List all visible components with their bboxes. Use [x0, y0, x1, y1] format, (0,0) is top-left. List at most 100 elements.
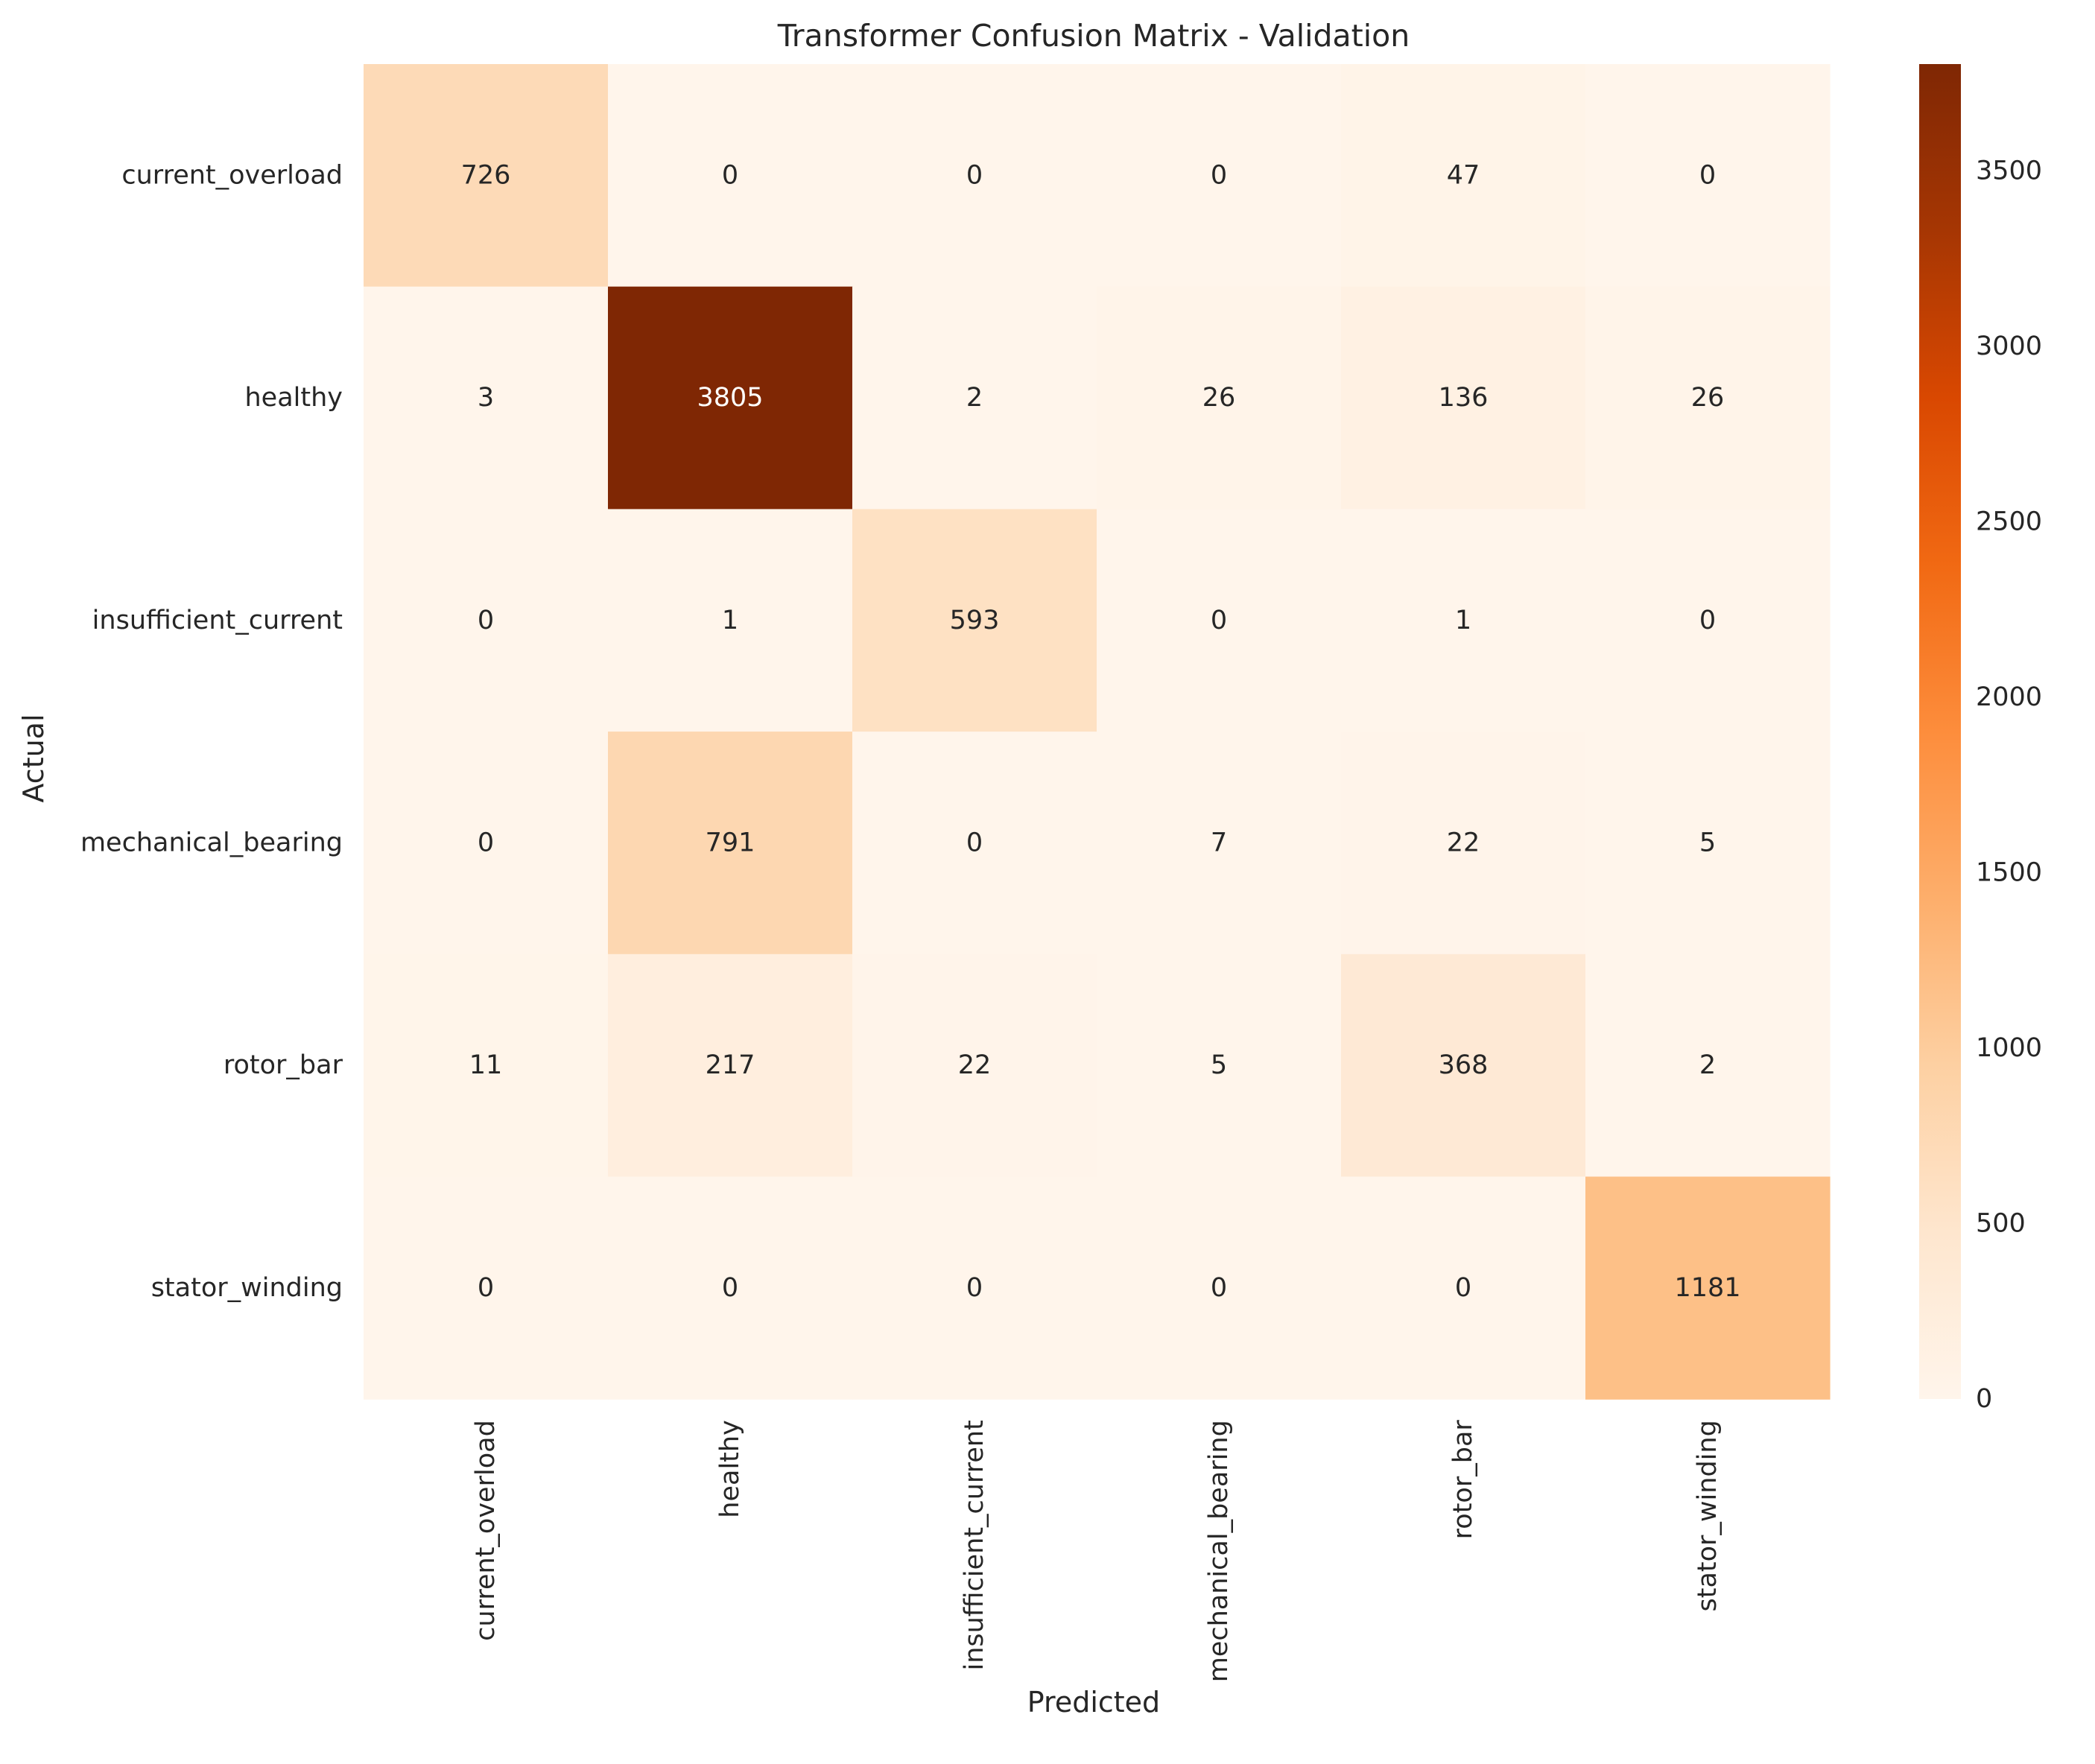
- cell-value-label: 3805: [697, 383, 763, 413]
- heatmap-cell: [852, 732, 1097, 955]
- cell-value-label: 726: [461, 160, 511, 190]
- cell-value-label: 0: [966, 1273, 983, 1303]
- heatmap-cell: [852, 509, 1097, 732]
- cell-value-label: 1181: [1674, 1273, 1740, 1303]
- colorbar-tick-label: 1500: [1976, 858, 2042, 888]
- y-tick-label: mechanical_bearing: [80, 828, 343, 857]
- x-tick-label: stator_winding: [1693, 1420, 1722, 1611]
- cell-value-label: 593: [950, 606, 1000, 635]
- heatmap-cell: [364, 1176, 609, 1400]
- heatmap-cell: [1585, 64, 1831, 288]
- heatmap-cell: [1341, 64, 1586, 288]
- cell-value-label: 0: [478, 828, 494, 857]
- x-tick-label: insufficient_current: [960, 1420, 989, 1670]
- y-tick-label: insufficient_current: [92, 606, 343, 635]
- colorbar-tick-label: 1000: [1976, 1033, 2042, 1063]
- cell-value-label: 0: [966, 828, 983, 857]
- cell-value-label: 0: [1211, 606, 1227, 635]
- heatmap-cell: [364, 509, 609, 732]
- heatmap-cell: [608, 286, 853, 510]
- chart-title: Transformer Confusion Matrix - Validatio…: [777, 18, 1410, 54]
- cell-value-label: 0: [1455, 1273, 1471, 1303]
- cell-value-label: 3: [478, 383, 494, 413]
- heatmap-cell: [1097, 732, 1342, 955]
- colorbar-tick-labels: 0 500 1000 1500 2000 2500 3000 3500: [1976, 156, 2042, 1414]
- heatmap-cell: [364, 732, 609, 955]
- x-tick-label: mechanical_bearing: [1204, 1420, 1234, 1682]
- x-tick-label: current_overload: [471, 1420, 501, 1641]
- cell-value-label: 0: [722, 160, 738, 190]
- cell-value-label: 791: [706, 828, 755, 857]
- heatmap-cell: [1341, 732, 1586, 955]
- heatmap-cell: [852, 1176, 1097, 1400]
- colorbar-tick-label: 3000: [1976, 331, 2042, 361]
- cell-value-label: 47: [1447, 160, 1480, 190]
- heatmap-cell: [852, 286, 1097, 510]
- colorbar-tick-label: 2500: [1976, 507, 2042, 537]
- colorbar-tick-label: 2000: [1976, 682, 2042, 712]
- heatmap-cell: [1341, 509, 1586, 732]
- cell-value-label: 0: [966, 160, 983, 190]
- heatmap-cell: [1585, 1176, 1831, 1400]
- cell-value-label: 0: [722, 1273, 738, 1303]
- cell-value-label: 7: [1211, 828, 1227, 857]
- y-tick-label: healthy: [244, 383, 343, 413]
- heatmap-cell: [608, 1176, 853, 1400]
- heatmap-cell: [1341, 286, 1586, 510]
- x-tick-label: healthy: [715, 1420, 745, 1518]
- x-axis-label: Predicted: [1027, 1686, 1160, 1719]
- heatmap-cell: [1585, 286, 1831, 510]
- cell-value-label: 2: [966, 383, 983, 413]
- colorbar-tick-label: 3500: [1976, 156, 2042, 186]
- cell-value-label: 0: [1211, 1273, 1227, 1303]
- cell-value-label: 0: [1211, 160, 1227, 190]
- y-tick-label: current_overload: [121, 160, 343, 190]
- x-tick-label: rotor_bar: [1448, 1420, 1478, 1540]
- y-tick-label: rotor_bar: [224, 1050, 343, 1080]
- y-tick-label: stator_winding: [151, 1273, 343, 1303]
- cell-value-label: 368: [1439, 1050, 1489, 1080]
- heatmap-cell: [852, 954, 1097, 1178]
- cell-value-label: 26: [1202, 383, 1236, 413]
- cell-value-label: 26: [1691, 383, 1725, 413]
- heatmap-cell: [608, 64, 853, 288]
- heatmap-cell: [608, 509, 853, 732]
- cell-value-label: 136: [1439, 383, 1489, 413]
- cell-value-label: 1: [1455, 606, 1471, 635]
- heatmap-cell: [1097, 509, 1342, 732]
- y-axis-label: Actual: [17, 714, 50, 802]
- cell-value-label: 0: [1699, 160, 1716, 190]
- cell-value-label: 0: [478, 606, 494, 635]
- heatmap-cell: [1585, 509, 1831, 732]
- heatmap-cell: [1097, 64, 1342, 288]
- cell-value-label: 0: [1699, 606, 1716, 635]
- colorbar: [1919, 64, 1961, 1399]
- cell-value-label: 217: [706, 1050, 755, 1080]
- heatmap-cell: [1341, 954, 1586, 1178]
- cell-value-label: 22: [1447, 828, 1480, 857]
- heatmap-cell: [1097, 1176, 1342, 1400]
- heatmap-cell: [364, 954, 609, 1178]
- heatmap-cell: [608, 732, 853, 955]
- cell-value-label: 1: [722, 606, 738, 635]
- cell-value-label: 5: [1211, 1050, 1227, 1080]
- heatmap-cell: [1097, 954, 1342, 1178]
- colorbar-tick-label: 500: [1976, 1209, 2026, 1239]
- heatmap-cell: [1097, 286, 1342, 510]
- heatmap-cell: [608, 954, 853, 1178]
- colorbar-tick-label: 0: [1976, 1384, 1992, 1414]
- cell-value-label: 2: [1699, 1050, 1716, 1080]
- heatmap-cell: [1585, 954, 1831, 1178]
- x-tick-labels: current_overload healthy insufficient_curr…: [471, 1420, 1722, 1683]
- cell-value-label: 0: [478, 1273, 494, 1303]
- heatmap-cell: [1341, 1176, 1586, 1400]
- cell-value-label: 22: [958, 1050, 992, 1080]
- heatmap-cell: [364, 64, 609, 288]
- heatmap-cell: [852, 64, 1097, 288]
- heatmap-cell: [1585, 732, 1831, 955]
- cell-value-label: 5: [1699, 828, 1716, 857]
- heatmap-cells: 726 0 0 0 47 0 3 3805 2 26 136 26 0 1 593 0 1 0 0 791 0 7 22 5 1…: [364, 64, 1831, 1400]
